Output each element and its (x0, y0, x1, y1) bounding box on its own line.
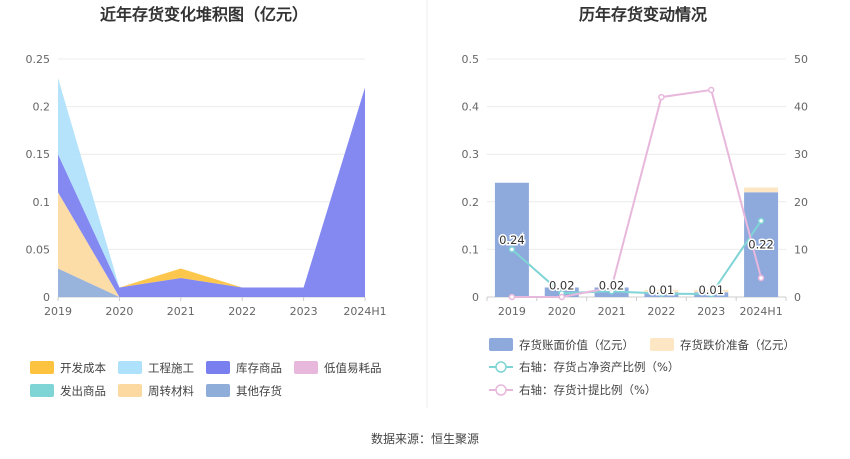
legend-swatch (489, 338, 513, 351)
line-point (658, 93, 665, 101)
right-chart-title: 历年存货变动情况 (579, 5, 707, 24)
left-y-tick-label: 0.2 (33, 101, 51, 114)
stacked-area-chart: 近年存货变化堆积图（亿元） 00.050.10.150.20.25 2019 20… (26, 5, 387, 398)
bar-data-label: 0.24 (499, 233, 525, 247)
left-x-tick-label: 2019 (44, 305, 72, 318)
bar-data-label: 0.01 (649, 283, 675, 297)
line-inventory-ratio (511, 220, 762, 296)
right-y-right-tick-label: 30 (794, 148, 808, 161)
legend-marker (495, 384, 507, 396)
right-y-left-tick-label: 0.3 (462, 148, 480, 161)
legend-swatch (118, 361, 142, 374)
legend-label: 低值易耗品 (324, 361, 382, 375)
left-x-ticks: 2019 2020 2021 2022 2023 2024H1 (44, 297, 387, 318)
data-source: 数据来源：恒生聚源 (371, 431, 479, 446)
line-point (658, 290, 665, 297)
legend-swatch (206, 361, 230, 374)
legend-label: 发出商品 (60, 384, 106, 398)
bar-data-label: 0.01 (698, 283, 724, 297)
legend-label: 存货账面价值（亿元） (519, 338, 634, 352)
right-y-right-tick-label: 40 (794, 101, 808, 114)
bar-book-value (494, 182, 529, 297)
right-y-left-tick-label: 0.5 (462, 53, 480, 66)
right-y-left-tick-label: 0 (472, 291, 479, 304)
bar-line-chart: 历年存货变动情况 0.24 0.02 0.02 0.01 0.01 0.22 0 0.1 0.… (462, 5, 809, 397)
right-y-right-tick-label: 50 (794, 53, 808, 66)
line-point (708, 290, 715, 298)
line-point (508, 246, 516, 253)
right-x-tick-label: 2022 (647, 305, 675, 318)
legend-label: 库存商品 (236, 361, 282, 375)
right-x-tick-label: 2020 (548, 305, 576, 318)
line-point (708, 86, 715, 94)
right-y-right-tick-label: 10 (794, 243, 808, 256)
left-x-tick-label: 2022 (228, 305, 256, 318)
right-legend: 存货账面价值（亿元） 存货跌价准备（亿元）右轴：存货占净资产比例（%） 右轴：存货计… (489, 338, 795, 397)
right-x-tick-label: 2021 (598, 305, 626, 318)
legend-label: 开发成本 (60, 361, 106, 375)
legend-swatch (294, 361, 318, 374)
left-y-tick-label: 0.1 (33, 196, 51, 209)
left-y-ticks: 0 0.05 0.1 0.15 0.2 0.25 (26, 53, 51, 304)
legend-swatch (206, 384, 230, 397)
legend-label: 其他存货 (236, 384, 282, 398)
left-y-tick-label: 0 (43, 291, 50, 304)
right-y-left-tick-label: 0.1 (462, 243, 480, 256)
bar-data-label: 0.02 (549, 278, 575, 292)
legend-label: 右轴：存货占净资产比例（%） (519, 360, 679, 374)
right-y-left-tick-label: 0.2 (462, 196, 480, 209)
line-point (757, 217, 765, 225)
legend-swatch (30, 384, 54, 397)
right-bars (494, 182, 779, 297)
left-y-tick-label: 0.15 (26, 148, 51, 161)
bar-data-label: 0.02 (599, 278, 625, 292)
left-chart-title: 近年存货变化堆积图（亿元） (100, 5, 308, 24)
left-x-tick-label: 2024H1 (343, 305, 386, 318)
left-y-tick-label: 0.25 (26, 53, 51, 66)
legend-swatch (30, 361, 54, 374)
bar-impairment (744, 187, 779, 193)
legend-swatch (650, 338, 674, 351)
right-x-ticks: 2019 2020 2021 2022 2023 2024H1 (486, 297, 787, 318)
legend-swatch (118, 384, 142, 397)
legend-marker (495, 361, 507, 373)
line-point (508, 293, 516, 301)
legend-label: 右轴：存货计提比例（%） (519, 383, 656, 397)
area-库存商品 (58, 87, 365, 297)
right-grid (487, 58, 786, 298)
bar-data-label: 0.22 (748, 238, 774, 252)
right-y-right-tick-label: 20 (794, 196, 808, 209)
right-y-left-tick-label: 0.4 (462, 101, 480, 114)
legend-label: 周转材料 (148, 384, 194, 398)
right-y-right-tick-label: 0 (794, 291, 801, 304)
left-x-tick-label: 2023 (290, 305, 318, 318)
right-x-tick-label: 2024H1 (739, 305, 782, 318)
right-x-tick-label: 2019 (498, 305, 526, 318)
left-x-tick-label: 2020 (105, 305, 133, 318)
right-y-ticks-left: 0 0.1 0.2 0.3 0.4 0.5 (462, 53, 480, 304)
right-y-ticks-right: 0 10 20 30 40 50 (794, 53, 808, 304)
area-其他存货 (58, 268, 365, 297)
right-lines (508, 86, 765, 301)
line-point (757, 274, 765, 282)
left-x-tick-label: 2021 (167, 305, 195, 318)
line-point (608, 284, 615, 291)
left-areas (58, 78, 365, 297)
right-data-labels: 0.24 0.02 0.02 0.01 0.01 0.22 (498, 231, 776, 298)
left-y-tick-label: 0.05 (26, 243, 51, 256)
right-x-tick-label: 2023 (697, 305, 725, 318)
legend-label: 工程施工 (148, 361, 194, 375)
line-provision-ratio (511, 88, 763, 298)
line-point (558, 293, 565, 301)
legend-label: 存货跌价准备（亿元） (680, 338, 795, 352)
